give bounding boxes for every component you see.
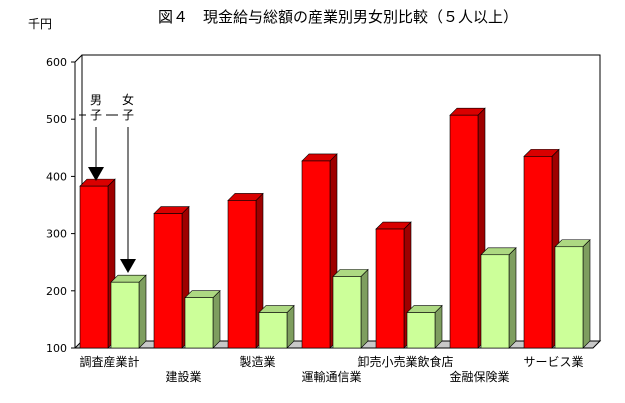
bar-front [184,297,214,349]
legend-female-arrowhead [120,259,136,273]
bar-side [582,239,591,349]
y-axis: 100 200 300 400 500 600 [46,56,76,355]
bar [301,153,338,349]
bar-front [332,276,362,349]
bar [554,239,591,349]
bar-side [138,274,147,349]
legend-male-char1: 男 [90,93,102,107]
chart-title: 図４ 現金給与総額の産業別男女別比較（５人以上） [158,8,518,26]
bar-front [110,281,140,349]
y-tick-label: 600 [46,56,67,69]
bar [523,148,560,349]
legend-female-char2: 子 [122,108,134,122]
x-tick-label: 卸売小売業飲食店 [357,354,453,369]
x-tick-label: 製造業 [239,355,275,369]
bar-front [227,200,257,349]
x-tick-label: 調査産業計 [79,354,139,369]
bar [184,289,221,349]
bar-side [508,247,517,349]
bar-front [449,114,479,349]
x-tick-label: 金融保険業 [449,369,509,384]
bar [406,304,443,349]
y-tick-label: 100 [46,342,67,355]
legend-female-char1: 女 [122,92,134,107]
y-tick-label: 200 [46,285,67,298]
wall-edge [74,54,83,63]
bar-front [375,228,405,349]
bar [258,304,295,349]
y-tick-label: 400 [46,170,67,183]
legend: 男 子 女 子 [79,92,136,273]
bar [110,274,147,349]
bar [332,268,369,349]
x-tick-label: サービス業 [523,355,583,369]
y-axis-unit-label: 千円 [28,17,52,31]
x-tick-label: 運輸通信業 [301,369,361,384]
bar-front [258,312,288,349]
legend-male-arrowhead [88,167,104,181]
y-tick-label: 300 [46,228,67,241]
bar [79,178,116,349]
bar-front [153,213,183,349]
legend-male-char2: 子 [90,108,102,122]
bar-front [480,254,510,349]
bar [375,221,412,349]
bar [153,205,190,349]
bar-side [212,289,221,349]
bar-front [79,185,109,349]
bar [227,192,264,349]
bar-side [360,268,369,349]
bar-front [554,246,584,349]
bar [480,247,517,349]
bar-front [406,312,436,349]
bar-series [79,107,591,349]
bar-front [523,156,553,349]
y-tick-label: 500 [46,113,67,126]
x-tick-label: 建設業 [165,369,201,384]
bar-front [301,160,331,349]
bar [449,107,486,349]
